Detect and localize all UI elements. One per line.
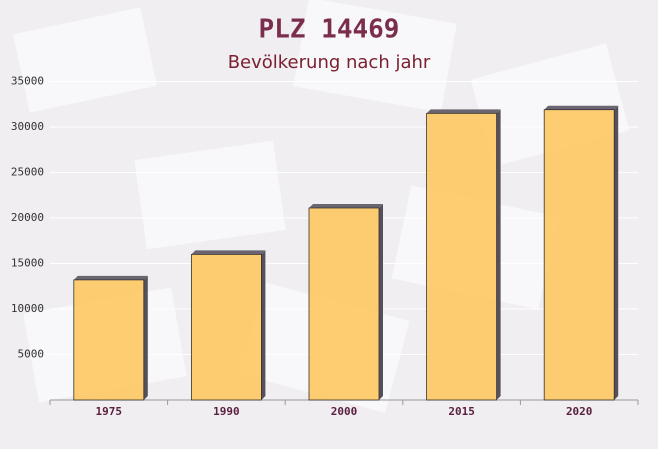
bar-shadow bbox=[544, 105, 619, 110]
bar-shadow bbox=[143, 275, 148, 400]
bar-shadow bbox=[309, 203, 383, 208]
bar bbox=[190, 253, 262, 401]
bar bbox=[308, 207, 380, 401]
bar-shadow bbox=[261, 250, 266, 400]
bar bbox=[543, 109, 615, 401]
bar-shadow bbox=[191, 250, 266, 255]
x-tick-label: 1990 bbox=[213, 405, 240, 418]
chart-subtitle: Bevölkerung nach jahr bbox=[228, 52, 431, 73]
chart-title: PLZ 14469 bbox=[259, 15, 400, 45]
x-tick-label: 2020 bbox=[566, 405, 593, 418]
y-tick-label: 35000 bbox=[11, 75, 44, 88]
x-tick-label: 1975 bbox=[96, 405, 123, 418]
bar-shadow bbox=[73, 275, 148, 280]
bar bbox=[426, 112, 498, 401]
bar-shadow bbox=[496, 109, 501, 400]
bar-shadow bbox=[379, 203, 383, 400]
y-tick-label: 15000 bbox=[11, 257, 44, 270]
y-tick-label: 20000 bbox=[11, 211, 44, 224]
x-tick-label: 2000 bbox=[331, 405, 358, 418]
y-tick-label: 10000 bbox=[11, 302, 44, 315]
y-tick-label: 30000 bbox=[11, 120, 44, 133]
y-tick-label: 25000 bbox=[11, 166, 44, 179]
x-tick-label: 2015 bbox=[448, 405, 475, 418]
y-tick-label: 5000 bbox=[18, 348, 45, 361]
bar-shadow bbox=[614, 105, 619, 401]
bar-shadow bbox=[426, 109, 501, 114]
bar bbox=[73, 279, 145, 401]
